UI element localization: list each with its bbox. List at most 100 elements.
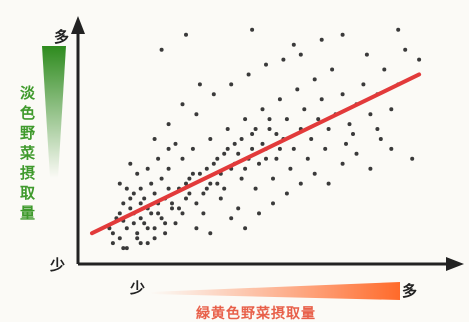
- data-point: [330, 67, 335, 72]
- data-point: [142, 221, 147, 226]
- data-point: [274, 156, 279, 161]
- data-point: [152, 236, 157, 241]
- data-point: [128, 206, 133, 211]
- data-point: [187, 191, 192, 196]
- data-point: [149, 181, 154, 186]
- data-point: [288, 166, 293, 171]
- data-point: [298, 181, 303, 186]
- data-point: [170, 206, 174, 211]
- data-point: [166, 122, 171, 127]
- data-point: [347, 122, 352, 127]
- data-point: [232, 141, 237, 146]
- data-point: [117, 211, 122, 216]
- data-point: [229, 216, 234, 221]
- data-point: [208, 231, 213, 236]
- data-point: [166, 146, 171, 151]
- data-point: [128, 161, 133, 166]
- data-point: [124, 246, 129, 251]
- data-point: [250, 27, 255, 32]
- data-point: [152, 137, 157, 141]
- data-point: [368, 166, 373, 171]
- data-point: [128, 196, 133, 201]
- data-point: [271, 201, 275, 206]
- data-point: [163, 221, 168, 226]
- data-point: [368, 112, 373, 117]
- x-tick-high: 多: [402, 282, 417, 300]
- data-point: [319, 97, 324, 102]
- data-point: [131, 191, 136, 196]
- data-point: [246, 72, 251, 77]
- data-point: [243, 166, 248, 171]
- data-point: [364, 52, 369, 57]
- data-point: [236, 151, 241, 156]
- data-point: [351, 132, 355, 136]
- data-point: [225, 127, 230, 131]
- data-point: [284, 117, 289, 122]
- y-axis-label-char: 量: [20, 204, 35, 222]
- data-point: [145, 166, 150, 171]
- data-point: [194, 201, 199, 206]
- x-tick-low: 少: [129, 279, 145, 297]
- data-point: [208, 181, 213, 186]
- data-point: [375, 127, 380, 131]
- data-point: [215, 181, 220, 186]
- data-point: [124, 186, 129, 191]
- data-point: [152, 226, 157, 231]
- y-axis-label-char: 色: [20, 104, 35, 122]
- data-point: [305, 156, 310, 161]
- y-axis-arrow-icon: [71, 16, 85, 34]
- data-point: [184, 32, 188, 37]
- data-point: [260, 107, 265, 112]
- data-point: [312, 77, 317, 82]
- data-point: [180, 102, 185, 107]
- data-point: [361, 82, 366, 87]
- data-point: [166, 186, 171, 191]
- trend-line: [90, 72, 422, 236]
- data-point: [159, 47, 164, 52]
- data-point: [389, 146, 394, 151]
- data-point: [197, 82, 202, 87]
- data-point: [121, 201, 126, 206]
- data-point: [166, 166, 171, 171]
- data-point: [135, 236, 140, 241]
- data-point: [173, 221, 178, 226]
- data-point: [354, 151, 359, 156]
- data-point: [138, 186, 143, 191]
- x-axis-arrow-icon: [446, 257, 464, 271]
- data-point: [159, 216, 164, 221]
- data-point: [152, 191, 157, 196]
- data-point: [204, 166, 209, 171]
- data-point: [110, 231, 115, 236]
- data-point: [190, 146, 195, 151]
- y-axis-label-char: 菜: [19, 144, 35, 162]
- data-point: [184, 196, 188, 201]
- data-point: [284, 191, 289, 196]
- data-point: [211, 92, 216, 97]
- data-point: [302, 107, 307, 112]
- data-point: [267, 127, 272, 131]
- data-point: [229, 82, 234, 87]
- data-point: [121, 246, 126, 251]
- data-point: [271, 176, 275, 181]
- data-point: [281, 57, 286, 62]
- data-point: [149, 211, 154, 216]
- data-point: [309, 137, 314, 141]
- data-point: [260, 141, 265, 146]
- data-point: [173, 141, 178, 146]
- data-point: [180, 211, 185, 216]
- data-point: [201, 211, 206, 216]
- y-tick-high: 多: [54, 28, 69, 46]
- data-point: [264, 62, 268, 67]
- data-point: [117, 181, 122, 186]
- y-tick-low: 少: [49, 256, 65, 274]
- x-axis-label: 緑黄色野菜摂取量: [196, 305, 316, 322]
- data-point: [253, 186, 258, 191]
- data-point: [316, 117, 321, 122]
- data-point: [410, 156, 415, 161]
- data-point: [382, 67, 387, 72]
- data-point: [138, 201, 143, 206]
- data-point: [187, 176, 192, 181]
- data-point: [201, 191, 206, 196]
- y-axis-label-char: 取: [20, 184, 36, 202]
